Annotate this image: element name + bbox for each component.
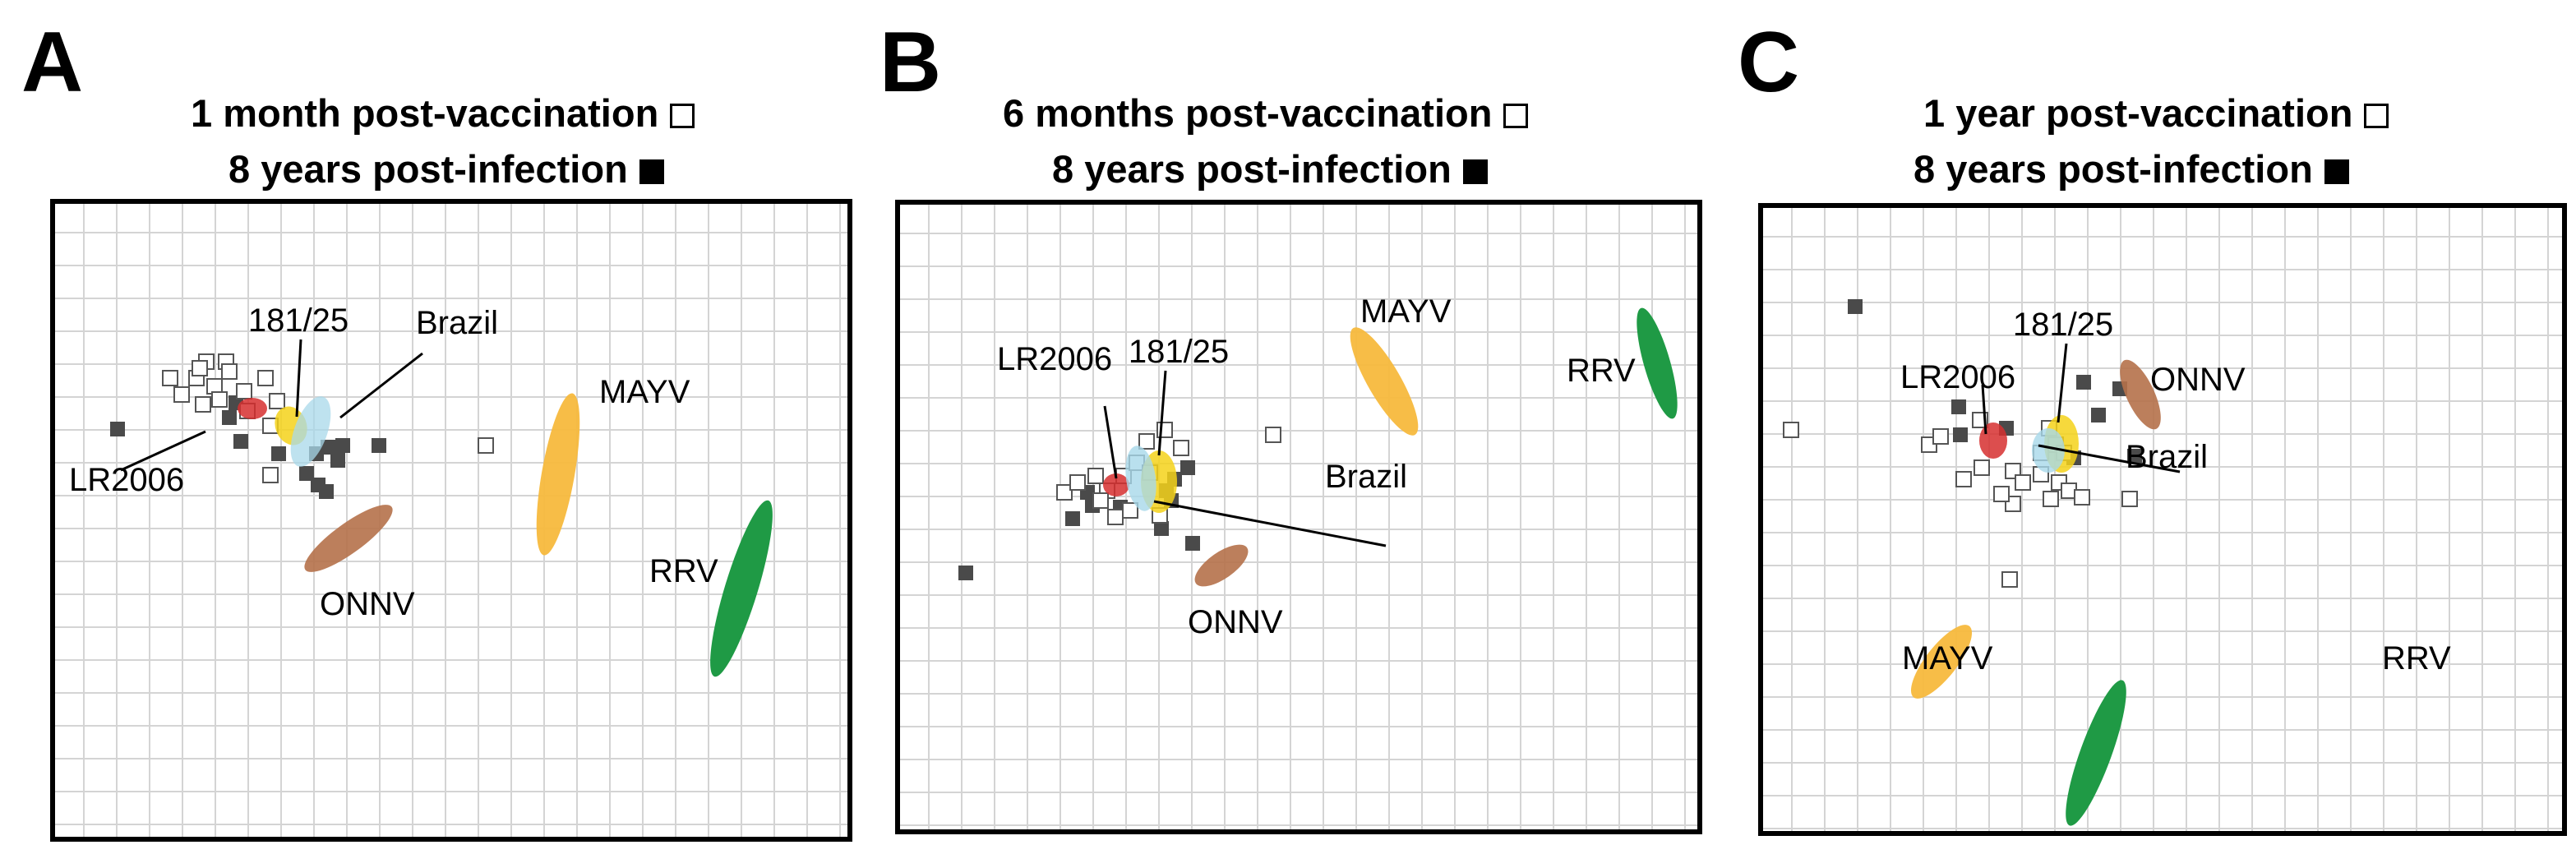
label-rrv: RRV [1567, 353, 1636, 389]
filled-square-icon [1462, 159, 1488, 184]
onnv-region [304, 505, 393, 572]
title-vaccination-text: 1 month post-vaccination [191, 91, 659, 135]
map-frame [50, 199, 852, 842]
label-onnv: ONNV [1188, 604, 1283, 640]
title-vaccination-text: 6 months post-vaccination [1003, 91, 1493, 135]
leader-lines [1981, 343, 2181, 473]
title-infection: 8 years post-infection [1052, 150, 1488, 188]
panel-letter: B [879, 15, 942, 110]
grid [51, 200, 852, 841]
onnv-region [1194, 544, 1249, 587]
filled-square-icon [2324, 159, 2349, 184]
title-infection-text: 8 years post-infection [1052, 147, 1452, 191]
brazil-region [290, 396, 331, 467]
label-mayv: MAYV [599, 374, 690, 410]
lr2006-region [1103, 473, 1129, 496]
label-rrv: RRV [649, 553, 718, 589]
rrv-region [1637, 307, 1678, 419]
label-onnv: ONNV [2150, 362, 2246, 398]
label-mayv: MAYV [1902, 640, 1993, 676]
mayv-region [1910, 625, 1973, 699]
leader-lines [120, 339, 423, 472]
rrv-region [2066, 680, 2126, 826]
brazil-region [1125, 446, 1156, 511]
title-infection: 8 years post-infection [229, 150, 664, 188]
lr2006-region [238, 398, 267, 419]
filled-square-icon [639, 159, 664, 184]
antigenic-map-a: 181/25 Brazil LR2006 MAYV ONNV RRV [50, 199, 852, 842]
label-181-25: 181/25 [1129, 334, 1229, 370]
filled-points [110, 395, 386, 499]
panel-letter: C [1738, 15, 1800, 110]
open-square-icon [1503, 104, 1529, 128]
label-lr2006: LR2006 [1900, 359, 2015, 395]
label-lr2006: LR2006 [69, 462, 184, 498]
grid [896, 201, 1701, 833]
brazil-region [2032, 428, 2065, 473]
label-brazil: Brazil [1325, 459, 1407, 495]
map-frame [895, 200, 1702, 834]
label-181-25: 181/25 [248, 302, 349, 339]
map-frame [1758, 203, 2567, 836]
label-lr2006: LR2006 [997, 341, 1112, 377]
panel-c: C 1 year post-vaccination 8 years post-i… [1716, 0, 2574, 868]
title-infection: 8 years post-infection [1914, 150, 2349, 188]
open-points [162, 353, 494, 483]
mayv-region [1350, 327, 1419, 436]
grid [1759, 204, 2566, 835]
label-onnv: ONNV [320, 586, 415, 622]
panel-a: A 1 month post-vaccination 8 years post-… [0, 0, 858, 868]
label-brazil: Brazil [416, 305, 498, 341]
rrv-region [710, 500, 773, 677]
onnv-region [2120, 359, 2161, 430]
label-181-25: 181/25 [2013, 307, 2113, 343]
label-rrv: RRV [2382, 640, 2451, 676]
mayv-region [536, 393, 580, 556]
title-vaccination: 6 months post-vaccination [1003, 91, 1529, 135]
title-infection-text: 8 years post-infection [229, 147, 628, 191]
open-square-icon [2364, 104, 2389, 128]
label-mayv: MAYV [1360, 293, 1452, 330]
title-vaccination: 1 year post-vaccination [1923, 94, 2389, 132]
title-vaccination: 1 month post-vaccination [191, 94, 695, 132]
antigenic-map-b: 181/25 Brazil LR2006 MAYV ONNV RRV [895, 200, 1702, 834]
panel-letter: A [21, 15, 84, 110]
lr2006-region [1979, 422, 2007, 459]
open-square-icon [670, 104, 695, 128]
title-vaccination-text: 1 year post-vaccination [1923, 91, 2353, 135]
label-brazil: Brazil [2126, 439, 2208, 475]
panel-b: B 6 months post-vaccination 8 years post… [858, 0, 1716, 868]
leader-lines [1103, 370, 1387, 547]
antigenic-map-c: 181/25 Brazil LR2006 MAYV ONNV RRV [1758, 203, 2567, 836]
title-infection-text: 8 years post-infection [1914, 147, 2313, 191]
